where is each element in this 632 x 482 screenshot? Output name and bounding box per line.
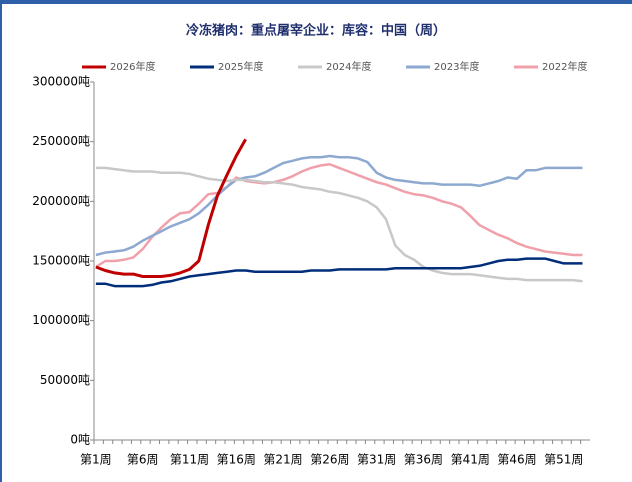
x-tick-label: 第1周 xyxy=(80,453,112,467)
y-tick-label: 50000吨 xyxy=(40,373,90,387)
x-tick-label: 第31周 xyxy=(357,453,396,467)
legend-label: 2026年度 xyxy=(110,60,155,73)
x-tick-label: 第51周 xyxy=(544,453,583,467)
series-line xyxy=(95,138,247,278)
x-tick-label: 第21周 xyxy=(263,453,302,467)
top-frame xyxy=(0,0,632,4)
legend-label: 2024年度 xyxy=(326,60,371,73)
y-tick-label: 0吨 xyxy=(70,433,90,447)
chart-title: 冷冻猪肉：重点屠宰企业：库容：中国（周） xyxy=(186,23,446,39)
x-tick-label: 第6周 xyxy=(127,453,159,467)
y-tick-label: 150000吨 xyxy=(32,254,90,268)
x-tick-label: 第46周 xyxy=(497,453,536,467)
legend-label: 2025年度 xyxy=(218,60,263,73)
x-tick-label: 第16周 xyxy=(217,453,256,467)
x-tick-label: 第11周 xyxy=(170,453,209,467)
series-line xyxy=(95,166,583,283)
left-frame xyxy=(0,4,2,482)
y-tick-label: 100000吨 xyxy=(32,313,90,327)
legend-label: 2022年度 xyxy=(542,60,587,73)
y-tick-label: 250000吨 xyxy=(32,134,90,148)
x-tick-label: 第36周 xyxy=(404,453,443,467)
x-tick-label: 第41周 xyxy=(451,453,490,467)
series-line xyxy=(95,257,583,288)
y-tick-label: 300000吨 xyxy=(32,75,90,89)
x-tick-label: 第26周 xyxy=(310,453,349,467)
y-tick-label: 200000吨 xyxy=(32,194,90,208)
series-line xyxy=(95,163,583,269)
series-line xyxy=(95,154,583,257)
legend-label: 2023年度 xyxy=(434,60,479,73)
